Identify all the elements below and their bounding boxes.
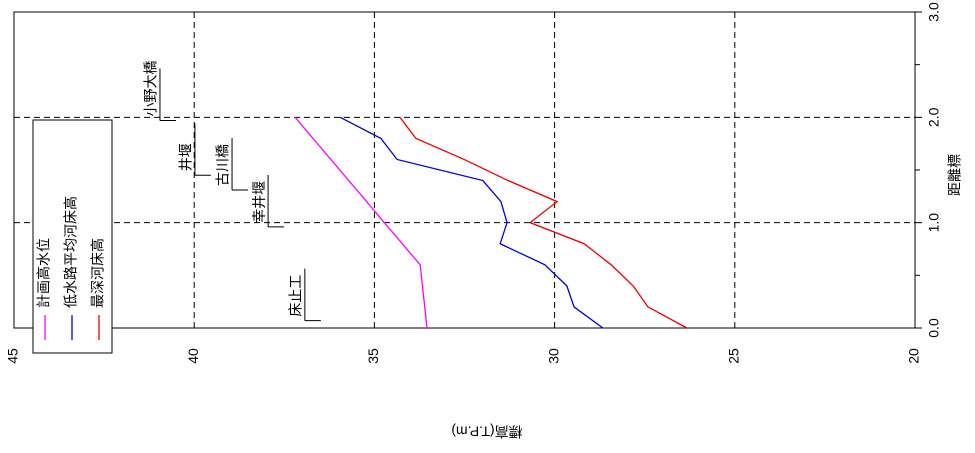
structure-label: 小野大橋 <box>143 60 159 116</box>
value-axis-title: 標高(T.P.m) <box>451 423 522 439</box>
value-tick-label: 25 <box>726 348 742 364</box>
structure-label: 幸井堰 <box>251 181 267 223</box>
structure-label: 床止工 <box>288 275 304 317</box>
value-tick-label: 40 <box>185 348 201 364</box>
legend-label: 低水路平均河床高 <box>63 196 79 308</box>
distance-tick-label: 2.0 <box>926 107 942 127</box>
distance-tick-label: 1.0 <box>926 213 942 233</box>
value-tick-label: 35 <box>365 348 381 364</box>
distance-axis-title: 距離標 <box>947 154 963 196</box>
legend-label: 最深河床高 <box>90 238 106 308</box>
distance-tick-label: 0.0 <box>926 318 942 338</box>
value-tick-label: 30 <box>545 348 561 364</box>
distance-tick-label: 3.0 <box>926 2 942 22</box>
structure-label: 井堰 <box>178 143 194 171</box>
value-tick-label: 20 <box>906 348 922 364</box>
data-line <box>399 116 688 329</box>
legend-label: 計画高水位 <box>36 238 52 308</box>
plot-frame <box>13 11 916 329</box>
value-tick-label: 45 <box>5 348 21 364</box>
data-line <box>294 116 428 329</box>
data-line <box>339 116 604 329</box>
structure-label: 古川橋 <box>215 144 231 186</box>
legend-box <box>32 119 113 354</box>
